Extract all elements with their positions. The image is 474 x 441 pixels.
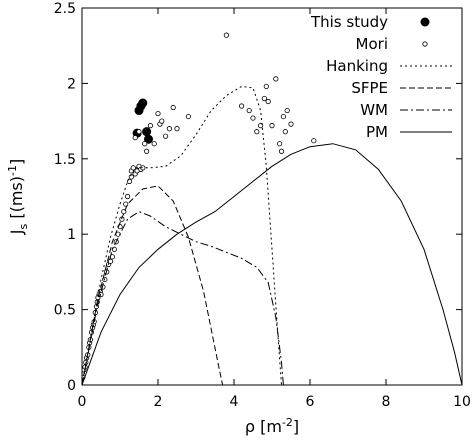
point-mori — [263, 83, 269, 90]
point-mori — [147, 123, 153, 129]
point-mori — [163, 133, 169, 139]
point-mori — [155, 110, 161, 117]
point-mori — [185, 113, 191, 120]
point-mori — [107, 258, 114, 264]
plot-frame — [81, 7, 463, 386]
legend: This study Mori Hanking SFPE WM PM — [310, 13, 452, 141]
series-line-hanking — [82, 85, 282, 385]
point-mori — [273, 76, 279, 82]
point-mori — [136, 129, 142, 135]
x-axis-label-main: ρ [m — [245, 417, 282, 436]
point-mori — [132, 135, 138, 141]
point-mori — [239, 103, 245, 109]
legend-label-this-study: This study — [310, 13, 388, 31]
axis-ticks: 0 2 4 6 8 10 0 0.5 1 1.5 2 2.5 — [54, 1, 471, 410]
x-axis-label-end: ] — [293, 417, 299, 436]
point-mori — [151, 141, 157, 147]
point-mori — [282, 129, 288, 135]
x-tick-label: 10 — [453, 394, 471, 410]
axis-labels: ρ [m-2]Js [(ms)-1] — [6, 159, 299, 436]
legend-label-pm: PM — [366, 123, 388, 141]
series-line-pm — [82, 143, 462, 385]
y-tick-label: 0.5 — [54, 303, 76, 319]
point-mori — [269, 123, 275, 129]
y-axis-label-end: ] — [7, 159, 26, 165]
point-mori — [246, 107, 252, 114]
legend-label-sfpe: SFPE — [351, 79, 388, 97]
y-tick-label: 2.5 — [54, 1, 76, 17]
y-axis-label-sup: -1 — [6, 165, 19, 176]
legend-sample-mori — [422, 41, 428, 47]
point-this-study — [144, 134, 153, 144]
point-mori — [159, 118, 165, 124]
x-tick-label: 6 — [306, 394, 315, 410]
legend-label-wm: WM — [360, 101, 388, 119]
y-axis-label: Js [(ms)-1] — [6, 159, 30, 235]
point-mori — [223, 32, 229, 38]
point-mori — [250, 115, 256, 121]
legend-label-mori: Mori — [356, 35, 388, 53]
point-mori — [278, 148, 285, 154]
x-axis-label: ρ [m-2] — [245, 416, 299, 436]
y-tick-label: 1.5 — [54, 152, 76, 168]
point-mori — [311, 138, 317, 144]
y-tick-label: 0 — [67, 378, 76, 394]
point-mori — [280, 113, 286, 120]
point-mori — [254, 129, 260, 135]
x-tick-label: 2 — [154, 394, 163, 410]
point-mori — [261, 95, 267, 102]
plot-content — [82, 32, 462, 385]
point-mori — [284, 107, 290, 114]
point-mori — [125, 193, 131, 200]
y-tick-label: 1 — [67, 227, 76, 243]
x-tick-label: 8 — [382, 394, 391, 410]
series-line-wm — [82, 211, 284, 385]
y-axis-label-main: J — [7, 229, 26, 235]
point-mori — [174, 126, 180, 132]
point-this-study — [142, 127, 152, 137]
point-mori — [288, 121, 294, 127]
point-mori — [170, 104, 176, 111]
point-mori — [265, 98, 271, 105]
x-tick-label: 4 — [230, 394, 239, 410]
point-mori — [276, 141, 283, 147]
x-axis-label-sup: -2 — [282, 416, 293, 429]
point-mori — [166, 126, 172, 132]
y-axis-label-sub: s — [17, 223, 30, 229]
legend-label-hanking: Hanking — [326, 57, 388, 75]
x-tick-label: 0 — [78, 394, 87, 410]
point-mori — [144, 148, 150, 154]
legend-sample-this-study — [420, 17, 430, 27]
point-this-study — [138, 98, 148, 108]
point-mori — [130, 165, 136, 171]
point-mori — [142, 141, 148, 147]
point-mori — [140, 165, 146, 171]
y-axis-label-mid: [(ms) — [7, 176, 26, 224]
y-tick-label: 2 — [67, 76, 76, 92]
